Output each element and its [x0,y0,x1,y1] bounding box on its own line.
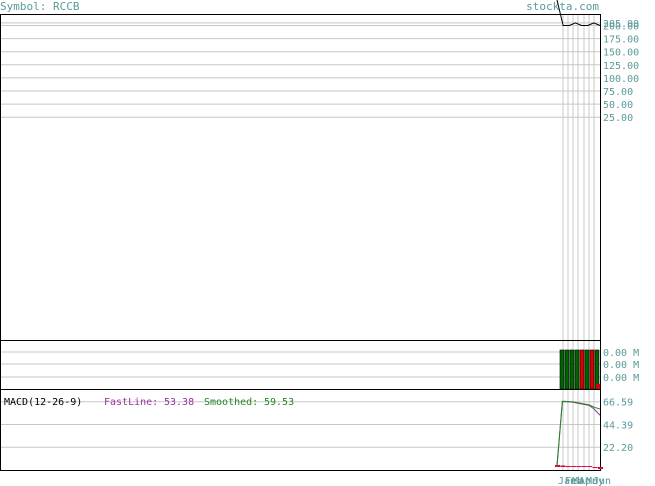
macd-vertical-grid [562,390,595,470]
macd-smoothed-value: 59.53 [264,397,294,408]
macd-smoothed-label: Smoothed: [204,397,258,408]
macd-histogram-bar [587,466,593,467]
volume-bar [579,349,585,390]
volume-bar [569,349,575,390]
price-tick-label: 25.00 [603,113,633,124]
volume-bar [594,349,600,390]
macd-histogram-bar [571,466,577,467]
date-label: Jan [558,476,576,486]
macd-histogram-bar [592,467,598,469]
volume-bar [596,384,600,389]
macd-fastline-label: FastLine: [104,397,158,408]
price-tick-label: 125.00 [603,61,639,72]
date-label: Jun [593,476,611,486]
macd-tick-label: 66.59 [603,398,633,409]
volume-bar [589,349,595,390]
date-label: May [586,476,604,486]
price-vertical-grid [562,15,595,340]
macd-panel-border [0,389,601,471]
macd-histogram-bar [598,467,603,470]
price-tick-label: 205.00 [603,19,639,30]
volume-tick-label: 0.00 M [603,373,639,384]
price-tick-label: 175.00 [603,35,639,46]
volume-grid [1,351,600,378]
date-label: Mar [572,476,590,486]
macd-histogram-bar [581,466,587,467]
price-tick-label: 150.00 [603,48,639,59]
volume-bar [559,349,565,390]
macd-axis-ticks: 66.59 44.39 22.20 [603,398,633,455]
volume-bars [559,349,600,390]
macd-histogram-bar [565,465,571,467]
date-label: Apr [579,476,597,486]
macd-title: MACD(12-26-9) [4,397,82,408]
volume-panel-border [0,340,601,390]
price-tick-label: 50.00 [603,100,633,111]
symbol-label: Symbol: RCCB [0,0,80,13]
volume-bar [564,349,570,390]
price-line [556,0,601,26]
volume-bar [574,349,580,390]
price-grid [1,22,600,118]
volume-bar [584,349,590,390]
macd-histogram-bar [576,466,582,467]
macd-histogram [555,464,603,470]
macd-smoothed-line [556,400,601,467]
volume-axis-ticks: 0.00 M0.00 M0.00 M [603,348,639,384]
volume-panel: 0.00 M0.00 M0.00 M [0,340,639,390]
volume-tick-label: 0.00 M [603,360,639,371]
price-panel-border [0,14,601,341]
price-tick-label: 200.00 [603,21,639,32]
site-label: stockta.com [526,0,599,13]
macd-grid [1,401,600,448]
volume-tick-label: 0.00 M [603,348,639,359]
macd-tick-label: 22.20 [603,443,633,454]
date-label: Feb [565,476,583,486]
price-tick-label: 75.00 [603,87,633,98]
macd-fastline-value: 53.38 [164,397,194,408]
macd-tick-label: 44.39 [603,420,633,431]
price-tick-label: 100.00 [603,74,639,85]
macd-histogram-bar [560,465,566,467]
